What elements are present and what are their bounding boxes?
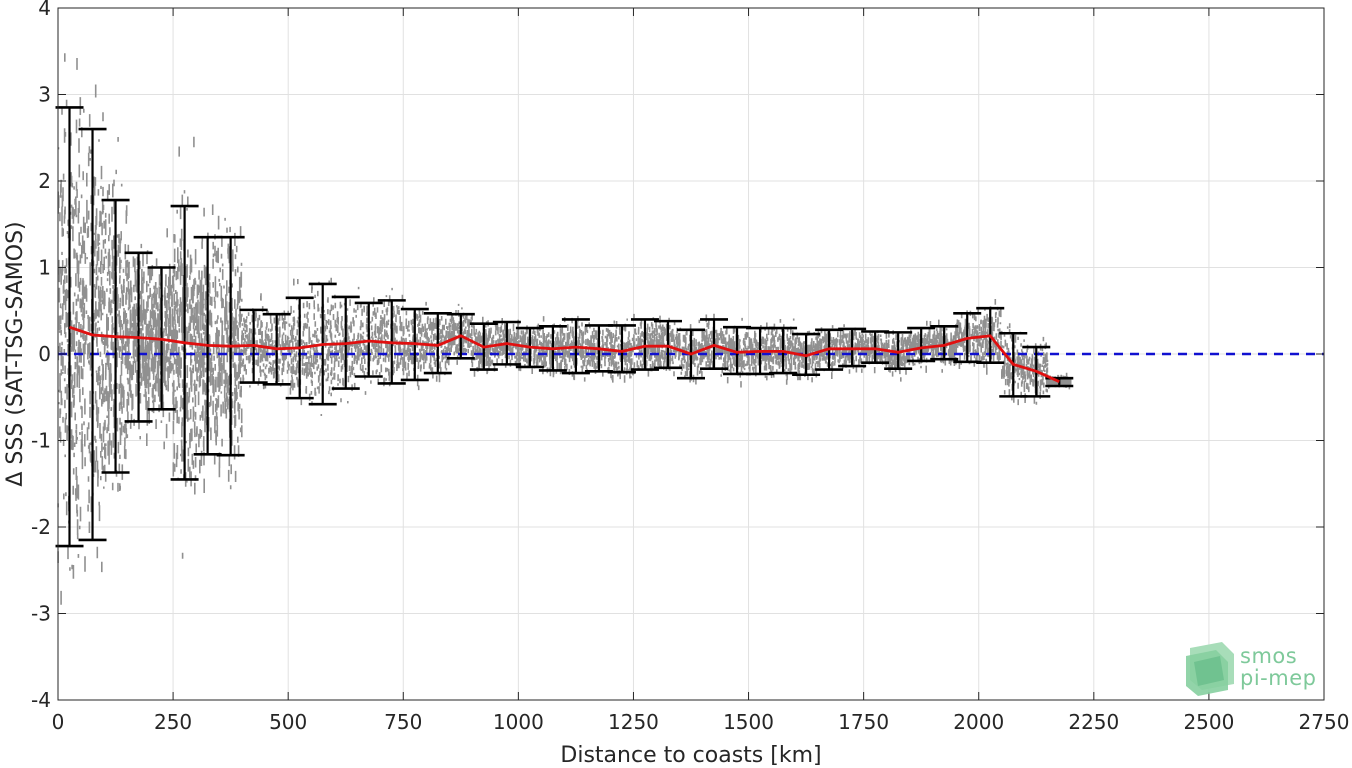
x-tick-label: 2000: [953, 710, 1004, 734]
error-bar: [55, 106, 84, 548]
x-tick-labels: 0 250 500 750 1000 1250 1500 1750 2000 2250 2500 27…: [52, 710, 1350, 734]
x-axis-label: Distance to coasts [km]: [560, 743, 821, 768]
error-bar: [607, 324, 636, 374]
x-tick-label: 2750: [1299, 710, 1350, 734]
error-bar: [884, 331, 913, 371]
x-tick-label: 0: [52, 710, 65, 734]
y-tick-labels: -4 -3 -2 -1 0 1 2 3 4: [31, 0, 51, 712]
logo-text-smos: smos: [1240, 644, 1298, 668]
error-bar: [630, 318, 659, 371]
y-tick-label: -1: [31, 429, 51, 453]
y-tick-label: -2: [31, 515, 51, 539]
y-tick-label: 2: [38, 169, 51, 193]
x-tick-label: 1500: [723, 710, 774, 734]
y-tick-label: -4: [31, 688, 51, 712]
x-tick-label: 1750: [838, 710, 889, 734]
y-tick-label: 3: [38, 83, 51, 107]
error-bars: [55, 106, 1074, 548]
error-bar: [907, 326, 936, 363]
y-tick-label: -3: [31, 602, 51, 626]
axis-ticks: [57, 7, 1325, 701]
x-tick-label: 1250: [608, 710, 659, 734]
x-tick-label: 500: [269, 710, 307, 734]
logo-text-pimep: pi-mep: [1240, 666, 1317, 690]
error-bar: [653, 319, 682, 370]
x-tick-label: 2500: [1183, 710, 1234, 734]
mean-line: [69, 325, 1060, 383]
smos-pimep-logo: smos pi-mep: [1184, 640, 1324, 696]
x-tick-label: 750: [384, 710, 422, 734]
x-tick-label: 2250: [1068, 710, 1119, 734]
y-tick-label: 4: [38, 0, 51, 20]
x-tick-label: 250: [154, 710, 192, 734]
y-tick-label: 0: [38, 342, 51, 366]
error-bar: [930, 325, 959, 361]
x-tick-label: 1000: [493, 710, 544, 734]
y-tick-label: 1: [38, 256, 51, 280]
logo-layers-icon: [1186, 642, 1234, 696]
y-axis-label: Δ SSS (SAT-TSG-SAMOS): [3, 221, 28, 486]
